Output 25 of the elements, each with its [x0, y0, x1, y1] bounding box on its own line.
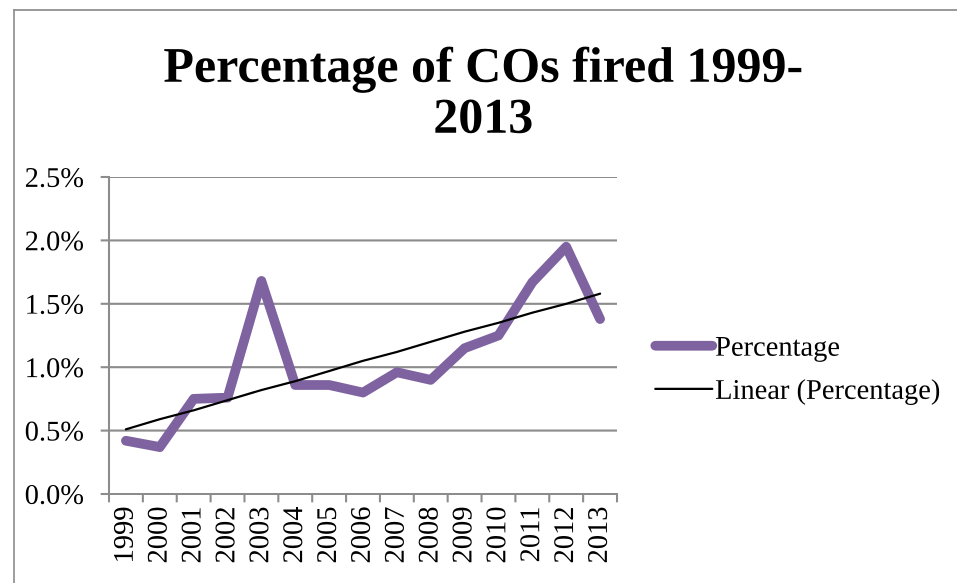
x-tick-label: 2009 — [452, 508, 472, 562]
x-tick-label: 2002 — [215, 508, 235, 562]
x-tick-label: 2005 — [317, 508, 336, 562]
y-tick-label: 2.0% — [26, 231, 84, 251]
x-tick-label: 2003 — [249, 508, 269, 562]
y-tick-label: 1.5% — [27, 294, 84, 314]
x-tick-label: 2012 — [554, 508, 574, 562]
y-tick-label: 0.0% — [26, 484, 84, 504]
legend-label: Percentage — [716, 337, 840, 362]
legend-label: Linear (Percentage) — [716, 379, 940, 405]
y-tick-label: 1.0% — [27, 358, 84, 378]
x-tick-label: 2008 — [418, 508, 438, 562]
chart-title: Percentage of COs fired 1999- 2013 — [164, 46, 802, 134]
x-tick-label: 2001 — [182, 508, 201, 562]
x-tick-label: 2004 — [283, 506, 302, 562]
y-tick-label: 2.5% — [26, 168, 84, 188]
x-tick-label: 2013 — [588, 508, 608, 562]
x-tick-label: 1999 — [114, 508, 134, 561]
x-tick-label: 2006 — [350, 507, 370, 562]
x-tick-label: 2011 — [520, 508, 540, 562]
x-tick-label: 2007 — [384, 507, 404, 562]
x-tick-label: 2010 — [486, 508, 506, 562]
line-series — [124, 292, 602, 430]
y-tick-label: 0.5% — [26, 422, 84, 441]
x-tick-label: 2000 — [148, 508, 167, 562]
